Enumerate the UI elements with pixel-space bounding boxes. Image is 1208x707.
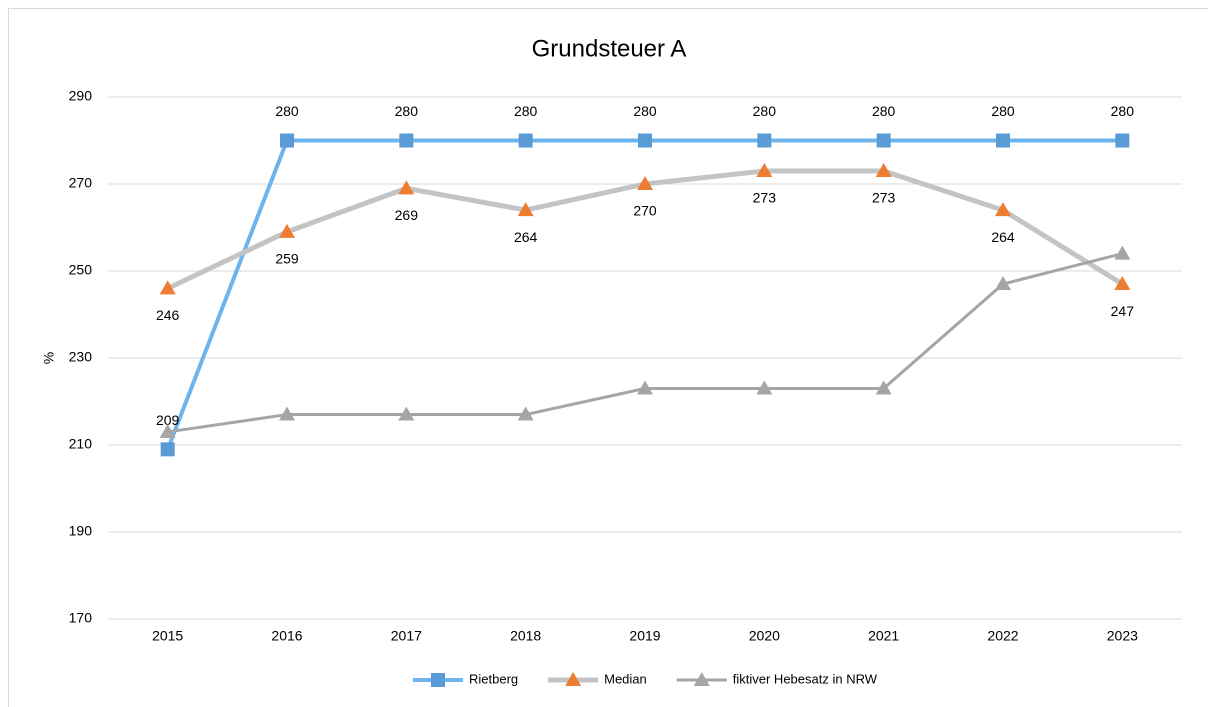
chart-title: Grundsteuer A xyxy=(532,35,687,62)
legend-marker xyxy=(693,672,710,686)
data-label: 259 xyxy=(275,251,299,267)
data-label: 280 xyxy=(753,103,777,119)
data-label: 280 xyxy=(514,103,538,119)
data-label: 280 xyxy=(633,103,657,119)
x-tick-label: 2018 xyxy=(510,628,541,644)
data-point xyxy=(638,133,652,148)
x-tick-label: 2023 xyxy=(1107,628,1138,644)
data-point xyxy=(1114,276,1131,291)
data-label: 246 xyxy=(156,307,180,323)
data-point xyxy=(398,180,415,195)
data-point xyxy=(159,280,176,295)
data-point xyxy=(756,380,773,395)
x-tick-label: 2021 xyxy=(868,628,899,644)
y-tick-label: 250 xyxy=(69,262,93,278)
x-tick-label: 2020 xyxy=(749,628,780,644)
data-point xyxy=(280,133,294,148)
legend: Rietberg Median fiktiver Hebesatz in NRW xyxy=(412,671,878,687)
data-label: 264 xyxy=(514,229,538,245)
x-tick-label: 2019 xyxy=(629,628,660,644)
data-point xyxy=(1114,245,1131,260)
series-line xyxy=(167,252,1123,434)
data-label: 264 xyxy=(991,229,1015,245)
data-label: 280 xyxy=(1111,103,1135,119)
data-point xyxy=(517,202,534,217)
data-point xyxy=(518,133,533,148)
data-point xyxy=(1115,133,1130,148)
data-point xyxy=(399,133,414,148)
x-tick-label: 2016 xyxy=(271,628,302,644)
data-point xyxy=(756,162,773,177)
data-label: 273 xyxy=(872,190,896,206)
data-point xyxy=(995,276,1011,291)
data-label: 270 xyxy=(633,203,657,219)
data-point xyxy=(517,406,534,421)
legend-label: Rietberg xyxy=(469,671,518,686)
legend-marker xyxy=(565,672,582,686)
y-axis-label: % xyxy=(41,352,57,364)
data-point xyxy=(159,423,176,438)
data-point xyxy=(279,406,295,421)
y-tick-label: 170 xyxy=(69,610,93,626)
legend-label: fiktiver Hebesatz in NRW xyxy=(733,671,878,686)
data-point xyxy=(637,380,653,395)
data-point xyxy=(996,133,1010,148)
x-tick-label: 2017 xyxy=(391,628,422,644)
data-label: 280 xyxy=(991,103,1015,119)
data-point xyxy=(398,406,415,421)
data-label: 280 xyxy=(872,103,896,119)
data-point xyxy=(279,223,295,238)
x-tick-label: 2015 xyxy=(152,628,183,644)
data-label: 273 xyxy=(753,190,777,206)
data-point xyxy=(757,133,772,148)
data-point xyxy=(875,162,892,177)
data-point xyxy=(876,133,891,148)
data-point xyxy=(637,176,653,190)
data-label: 269 xyxy=(395,207,419,223)
data-point xyxy=(160,442,175,457)
legend-marker xyxy=(430,673,445,687)
y-tick-label: 290 xyxy=(69,88,93,104)
y-tick-label: 270 xyxy=(69,175,93,191)
legend-label: Median xyxy=(604,671,647,686)
y-tick-label: 210 xyxy=(69,436,93,452)
x-tick-label: 2022 xyxy=(987,628,1018,644)
y-tick-label: 230 xyxy=(69,349,93,365)
data-label: 247 xyxy=(1111,303,1135,319)
data-point xyxy=(995,202,1011,217)
y-tick-label: 190 xyxy=(69,523,93,539)
chart-frame xyxy=(8,8,1208,707)
data-label: 209 xyxy=(156,412,180,428)
data-point xyxy=(875,380,892,395)
data-label: 280 xyxy=(395,103,419,119)
data-label: 280 xyxy=(275,103,299,119)
